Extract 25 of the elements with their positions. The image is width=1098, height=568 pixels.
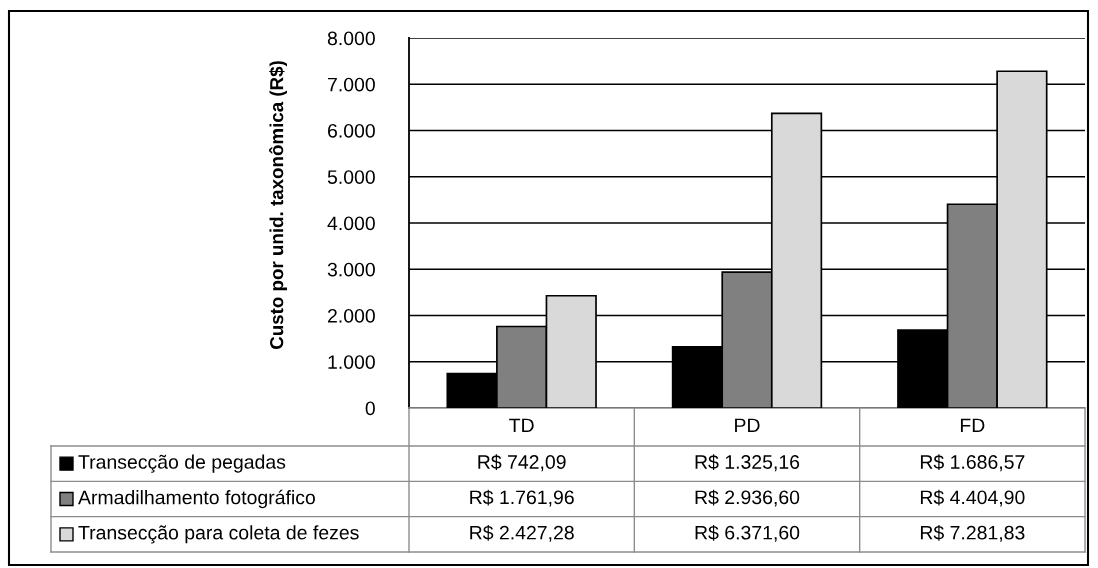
data-label: R$ 6.371,60: [695, 524, 800, 542]
legend-label: Armadilhamento fotográfico: [78, 489, 315, 509]
y-tick-label: 3.000: [327, 262, 375, 277]
legend-label: Transecção para coleta de fezes: [78, 525, 359, 544]
data-label: R$ 1.761,96: [470, 489, 574, 507]
y-tick-label: 5.000: [327, 170, 375, 184]
y-tick-label: 6.000: [328, 123, 375, 138]
y-tick-label: 4.000: [327, 216, 375, 231]
y-tick-label: 2.000: [327, 308, 375, 323]
data-label: R$ 1.325,16: [695, 454, 800, 472]
data-label: R$ 2.936,60: [695, 489, 800, 507]
x-tick-label: PD: [735, 418, 760, 433]
y-tick-label: 0: [365, 401, 375, 416]
y-tick-label: 1.000: [328, 355, 375, 369]
y-axis-title: Custo por unid. taxonômica (R$): [269, 61, 287, 350]
data-label: R$ 1.686,57: [920, 454, 1025, 472]
data-label: R$ 4.404,90: [920, 489, 1025, 507]
data-label: R$ 742,09: [478, 454, 566, 472]
x-tick-label: TD: [509, 418, 534, 433]
data-label: R$ 2.427,28: [470, 524, 574, 542]
legend-label: Transecção de pegadas: [78, 454, 286, 473]
y-tick-label: 8.000: [327, 31, 375, 46]
y-tick-label: 7.000: [328, 77, 375, 92]
data-label: R$ 7.281,83: [920, 524, 1025, 542]
x-tick-label: FD: [960, 418, 985, 433]
